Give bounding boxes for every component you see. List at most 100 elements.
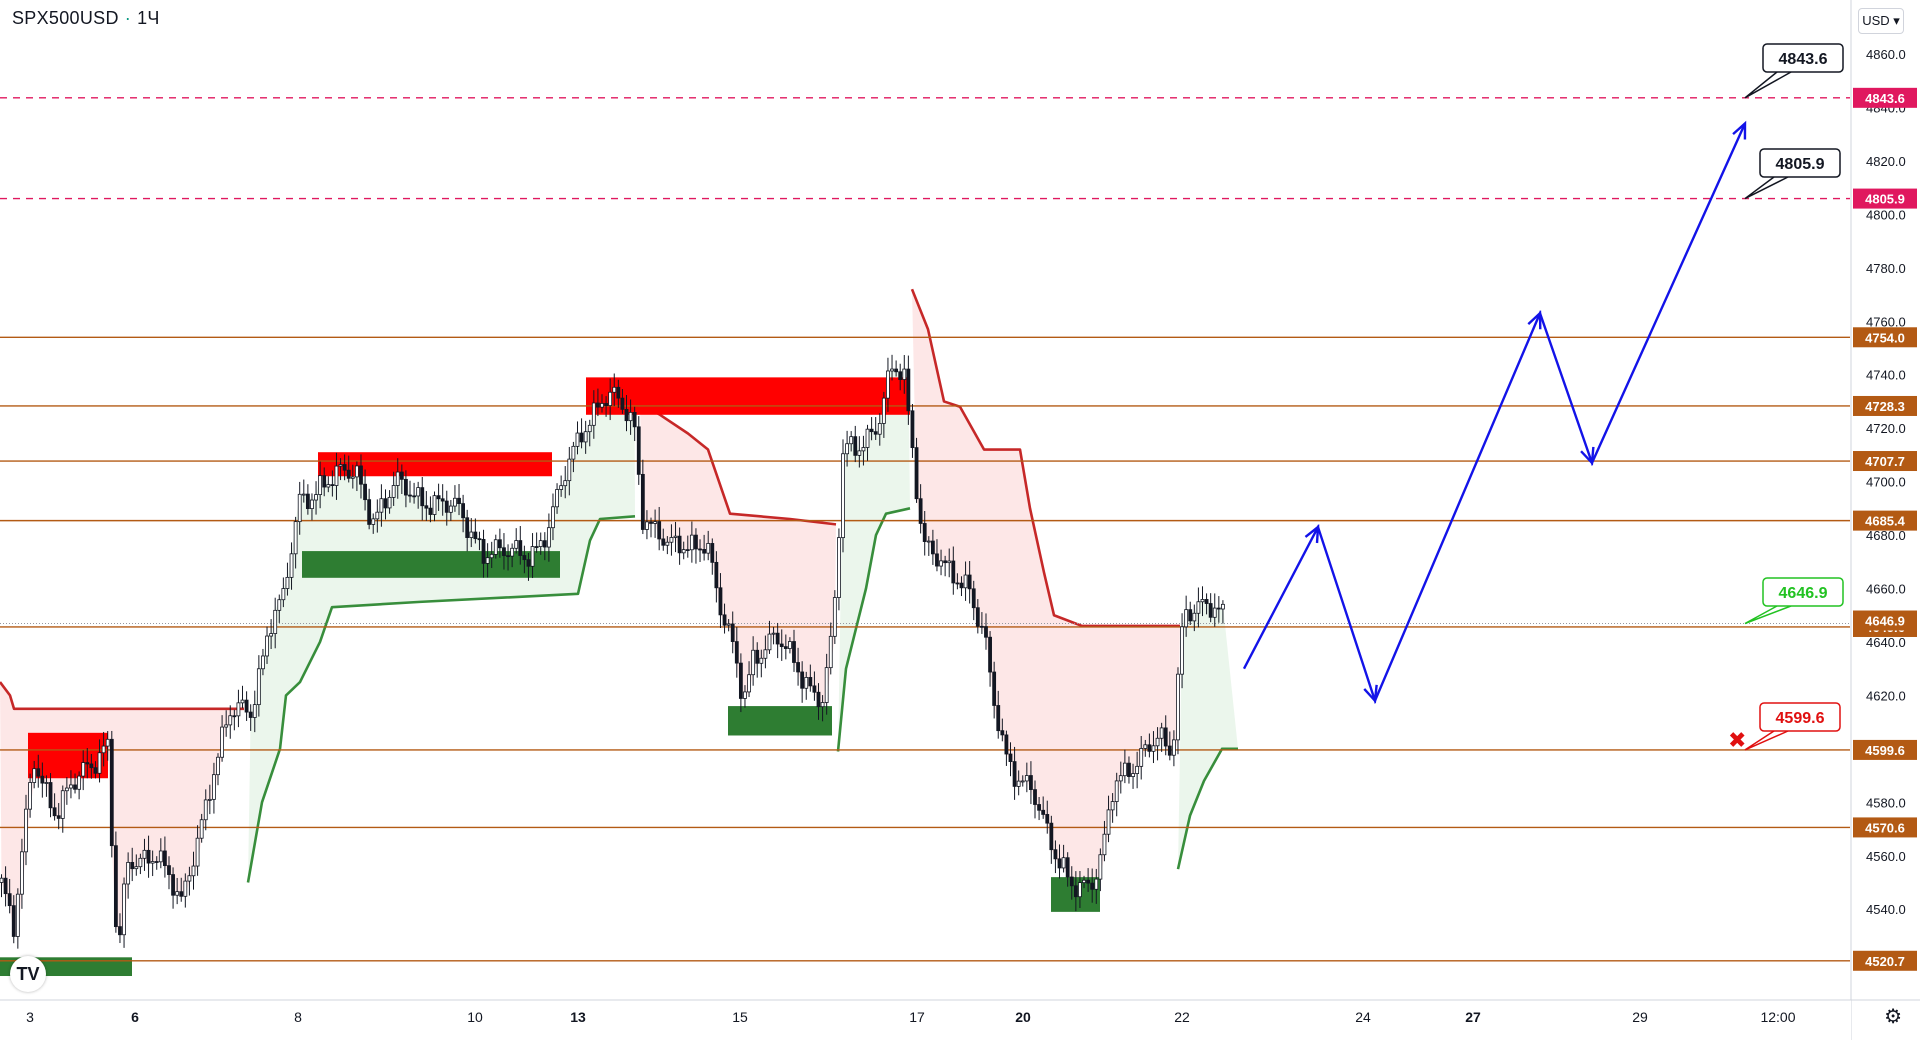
- candle: [44, 782, 49, 784]
- interval-label[interactable]: 1Ч: [137, 8, 160, 28]
- candle: [506, 555, 510, 558]
- candle: [967, 574, 972, 590]
- x-tick-label: 8: [294, 1009, 302, 1025]
- symbol-name[interactable]: SPX500USD: [12, 8, 119, 28]
- candle: [220, 726, 224, 758]
- candle: [783, 646, 788, 649]
- candle: [1171, 739, 1176, 756]
- callout-box: [1762, 43, 1844, 73]
- candle: [375, 511, 380, 520]
- last-price-tag: [1853, 610, 1917, 631]
- candle: [36, 768, 41, 777]
- candle: [40, 775, 45, 784]
- candle: [800, 671, 805, 689]
- candle: [894, 368, 899, 373]
- candle: [252, 704, 257, 718]
- candle: [1029, 775, 1033, 791]
- candle: [1073, 885, 1078, 898]
- candle: [314, 494, 318, 501]
- candle: [881, 397, 886, 424]
- candle: [551, 506, 555, 529]
- candle: [416, 487, 421, 497]
- candle: [1016, 780, 1021, 787]
- candle: [706, 543, 711, 554]
- y-tick-label: 4660.0: [1866, 582, 1906, 597]
- candle: [334, 465, 339, 486]
- candle: [1033, 789, 1037, 805]
- candle: [412, 495, 416, 498]
- candle: [122, 883, 126, 936]
- separator-dot: ·: [124, 8, 132, 28]
- candle: [150, 861, 155, 864]
- x-tick-label: 17: [909, 1009, 925, 1025]
- candle: [32, 768, 37, 783]
- candle: [832, 597, 837, 637]
- candle: [224, 724, 229, 728]
- candle: [118, 926, 122, 936]
- level-price-tag: [1853, 451, 1917, 472]
- candle: [1221, 603, 1225, 610]
- tradingview-logo[interactable]: TV: [10, 956, 46, 992]
- candle: [1122, 762, 1127, 777]
- callout-box: [1759, 148, 1841, 178]
- candle: [1037, 804, 1041, 811]
- forecast-path: [1242, 122, 1747, 705]
- candle: [371, 518, 376, 525]
- candle: [861, 447, 866, 452]
- candle: [187, 875, 192, 882]
- candle: [914, 447, 919, 500]
- candle: [796, 662, 800, 673]
- candle: [481, 538, 486, 564]
- currency-dropdown[interactable]: USD ▾: [1858, 8, 1904, 34]
- candle: [730, 623, 735, 642]
- candle: [24, 808, 28, 853]
- candle: [1057, 858, 1062, 869]
- candle: [354, 465, 359, 478]
- candle: [1151, 745, 1156, 752]
- candle: [718, 587, 723, 616]
- candle: [93, 767, 98, 774]
- candle: [996, 705, 1001, 732]
- candle: [1147, 744, 1152, 752]
- candle: [420, 487, 425, 507]
- settings-gear-icon[interactable]: ⚙: [1884, 1006, 1902, 1028]
- candle: [546, 527, 551, 548]
- candle: [203, 799, 208, 821]
- level-price-tag: [1853, 739, 1917, 760]
- candle: [391, 485, 396, 498]
- candle: [448, 505, 453, 513]
- candle: [342, 464, 347, 471]
- y-tick-label: 4800.0: [1866, 207, 1906, 222]
- candle: [1155, 737, 1160, 747]
- candle: [1118, 775, 1123, 782]
- candle: [616, 386, 621, 399]
- candle: [877, 423, 882, 435]
- candle: [820, 702, 825, 708]
- candle: [28, 782, 32, 810]
- candle: [318, 475, 323, 496]
- candle: [640, 473, 645, 530]
- candle: [591, 402, 596, 426]
- candle: [175, 891, 180, 896]
- candle: [126, 861, 131, 885]
- candle: [845, 443, 849, 455]
- candle: [228, 715, 233, 726]
- candle: [461, 503, 466, 519]
- candle: [534, 546, 539, 548]
- candle: [1020, 780, 1025, 783]
- candle: [399, 471, 404, 480]
- candle: [73, 784, 77, 790]
- x-tick-label: 24: [1355, 1009, 1371, 1025]
- candle: [281, 588, 286, 601]
- candle: [571, 445, 576, 460]
- candle: [853, 436, 858, 456]
- candle: [493, 539, 498, 555]
- y-tick-label: 4680.0: [1866, 528, 1906, 543]
- candle: [828, 635, 833, 669]
- candle: [600, 403, 604, 408]
- candle: [657, 521, 662, 540]
- candle: [1061, 857, 1066, 869]
- candle: [563, 480, 568, 487]
- candle: [1053, 849, 1058, 860]
